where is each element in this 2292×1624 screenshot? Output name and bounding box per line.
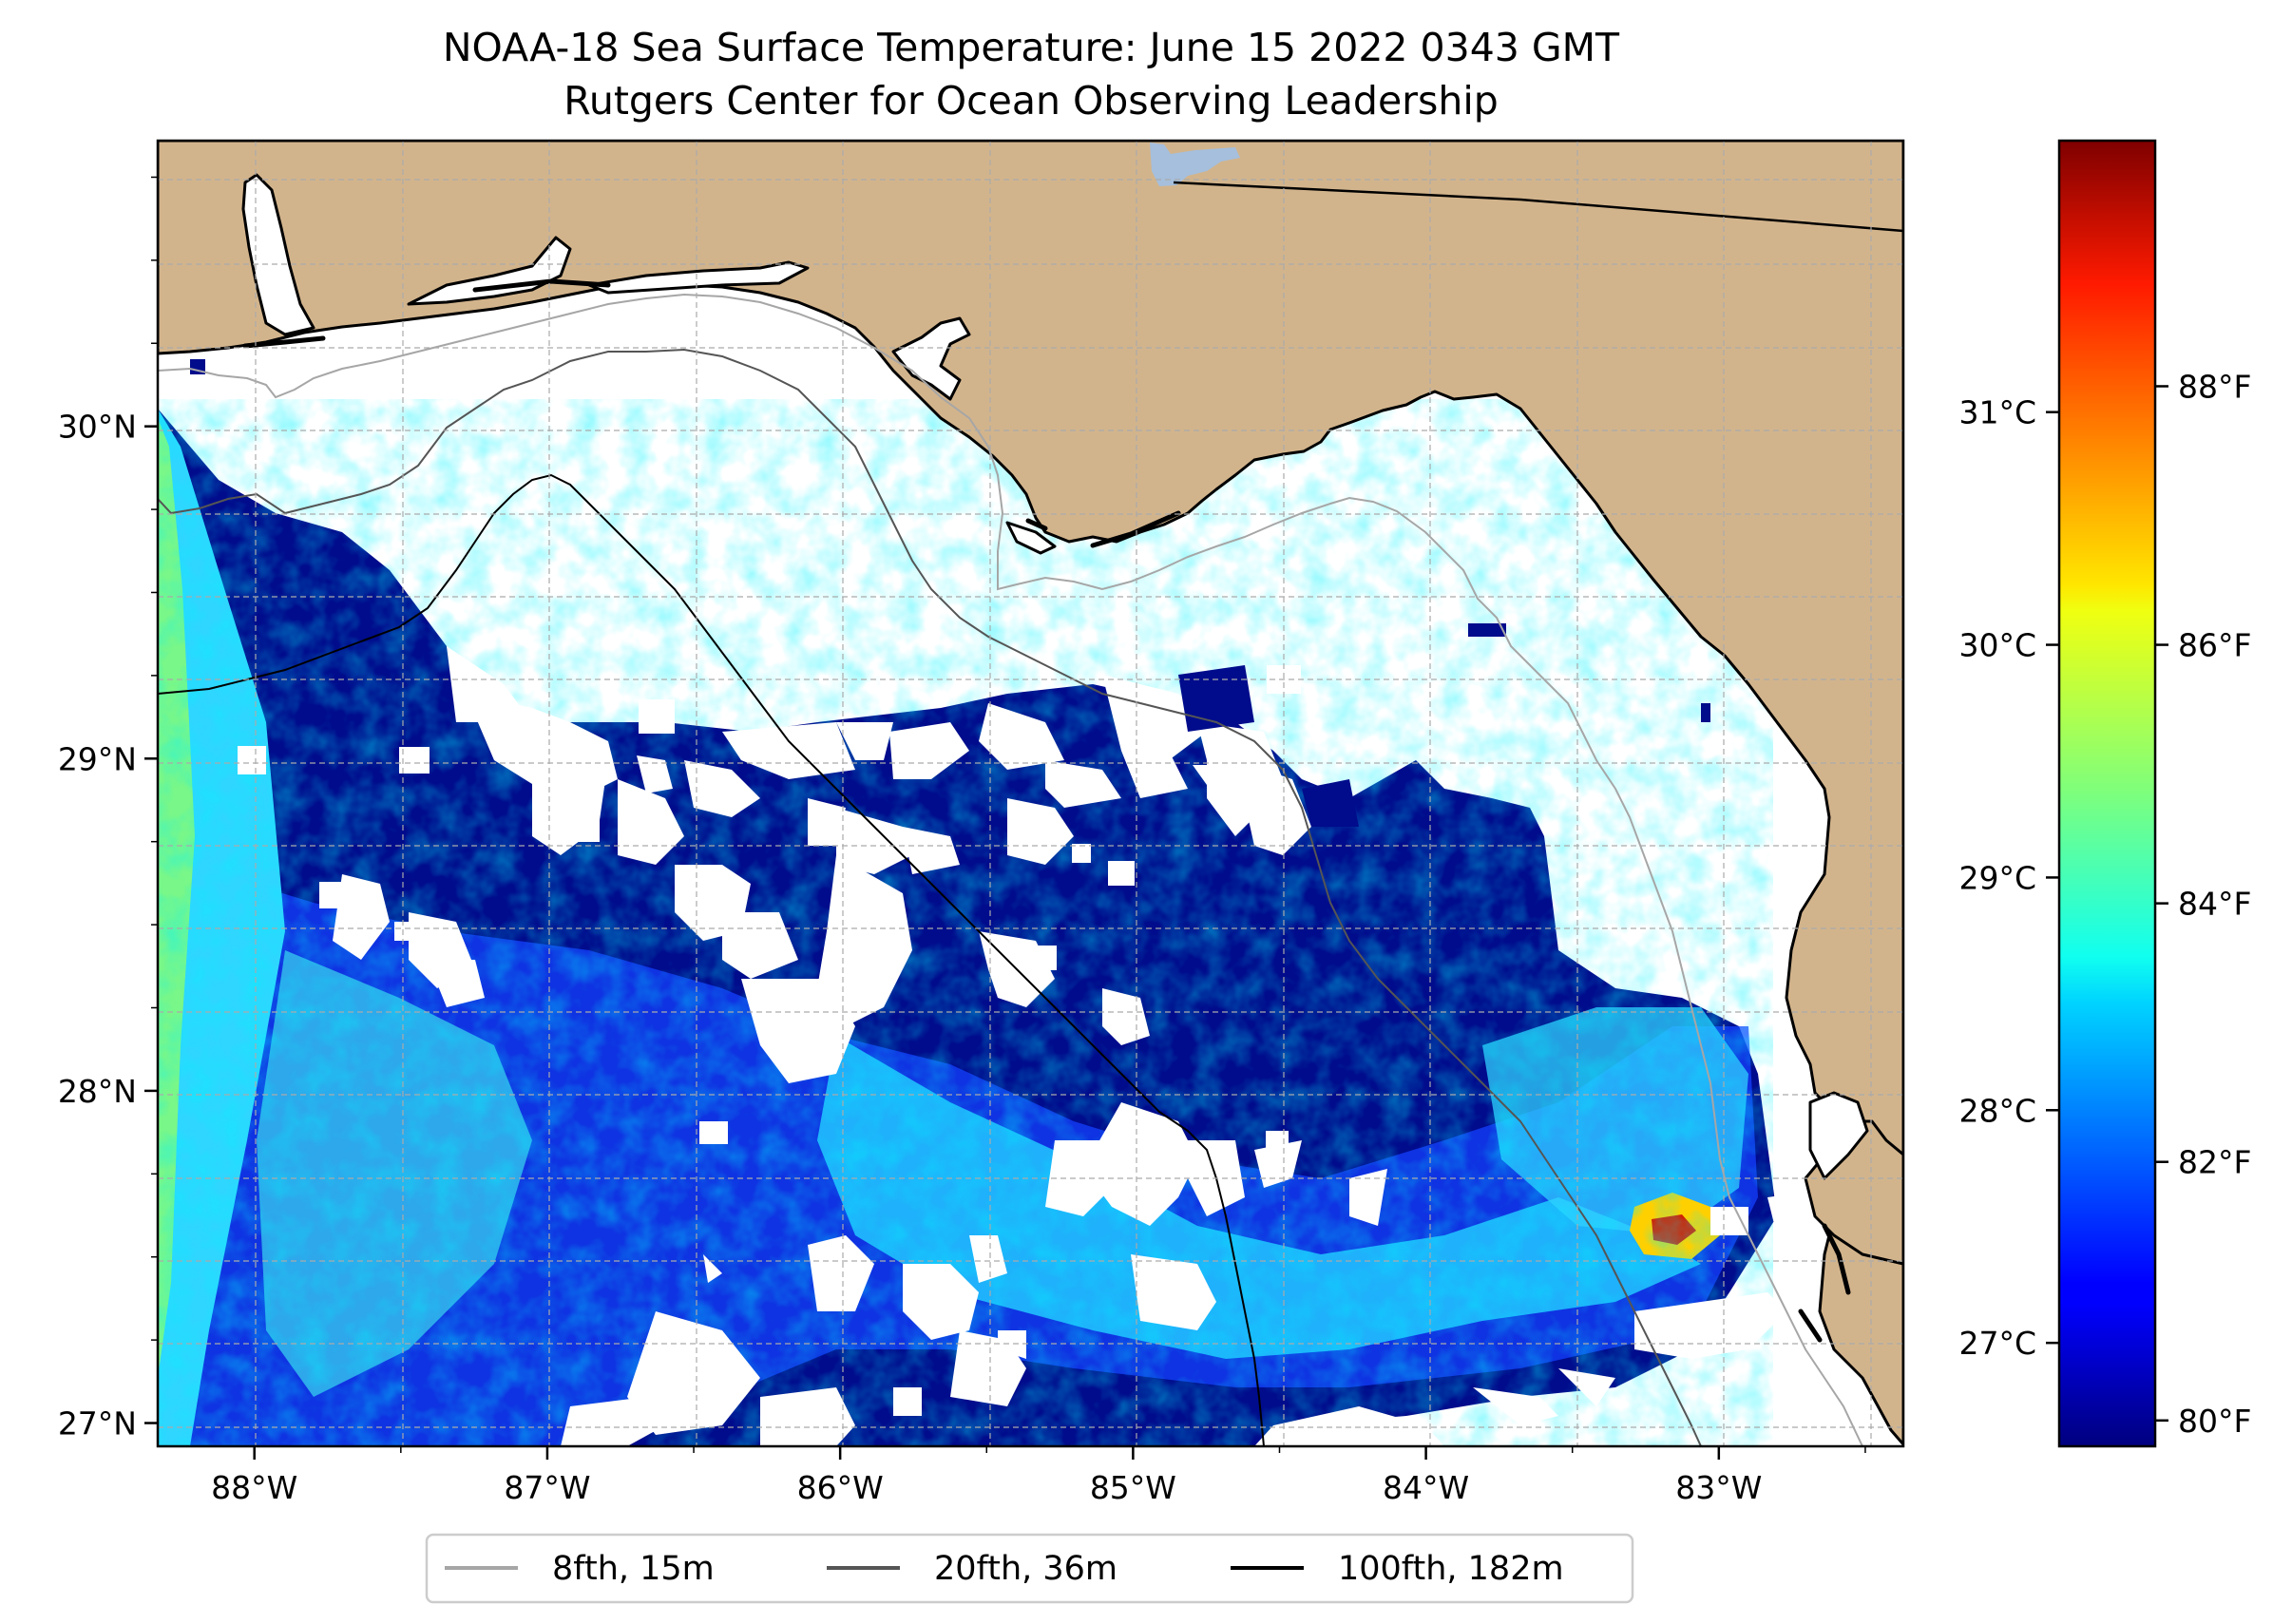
colorbar-celsius-axis: 31°C 30°C 29°C 28°C 27°C [1958, 394, 2059, 1362]
fahrenheit-tick-label: 88°F [2178, 368, 2251, 405]
celsius-tick-label: 29°C [1958, 859, 2036, 896]
celsius-tick-label: 31°C [1958, 394, 2036, 431]
title-line-1: NOAA-18 Sea Surface Temperature: June 15… [443, 25, 1620, 70]
map-area [158, 141, 1903, 1446]
lon-tick-label: 86°W [797, 1469, 884, 1506]
contour-8fth [158, 293, 1863, 1446]
title-line-2: Rutgers Center for Ocean Observing Leade… [563, 78, 1499, 124]
gridlines [158, 141, 1903, 1446]
state-border [1173, 181, 1903, 233]
legend-box [425, 1533, 1634, 1604]
mobile-bay [241, 173, 315, 336]
colorbar-gradient [2057, 139, 2157, 1448]
colorbar-fahrenheit-axis: 88°F 86°F 84°F 82°F 80°F [2155, 368, 2251, 1440]
lat-tick-label: 29°N [58, 740, 137, 777]
apalachee-bay-islands [1005, 521, 1057, 555]
fahrenheit-tick-label: 80°F [2178, 1403, 2251, 1440]
legend-label-100fth: 100fth, 182m [1338, 1550, 1564, 1588]
fahrenheit-tick-label: 86°F [2178, 627, 2251, 664]
contour-20fth [158, 348, 1702, 1446]
lon-tick-label: 83°W [1675, 1469, 1762, 1506]
choctawhatchee-bay [587, 260, 810, 295]
lon-tick-label: 85°W [1090, 1469, 1176, 1506]
lon-tick-label: 88°W [211, 1469, 297, 1506]
celsius-tick-label: 27°C [1958, 1325, 2036, 1362]
barrier-islands [242, 278, 1851, 1343]
legend-label-20fth: 20fth, 36m [934, 1550, 1117, 1588]
latitude-axis: 30°N 29°N 28°N 27°N [58, 176, 158, 1442]
pensacola-bay [407, 236, 572, 306]
no-data-patches [238, 646, 1834, 1446]
fahrenheit-tick-label: 84°F [2178, 886, 2251, 923]
bays [241, 173, 1869, 1180]
celsius-tick-label: 30°C [1958, 627, 2036, 664]
lake-seminole [1150, 143, 1240, 186]
map-frame [156, 139, 1905, 1448]
contour-100fth [158, 473, 1265, 1446]
sst-field [158, 359, 1834, 1446]
lon-tick-label: 87°W [504, 1469, 590, 1506]
legend: 8fth, 15m 20fth, 36m 100fth, 182m [425, 1533, 1634, 1604]
legend-label-8fth: 8fth, 15m [552, 1550, 715, 1588]
tampa-bay [1808, 1091, 1869, 1180]
fahrenheit-tick-label: 82°F [2178, 1144, 2251, 1181]
lat-tick-label: 28°N [58, 1073, 137, 1110]
longitude-axis: 88°W 87°W 86°W 85°W 84°W 83°W [211, 1446, 1866, 1506]
st-andrew-bay [891, 316, 971, 401]
celsius-tick-label: 28°C [1958, 1092, 2036, 1129]
lat-tick-label: 30°N [58, 409, 137, 446]
lon-tick-label: 84°W [1383, 1469, 1469, 1506]
lat-tick-label: 27°N [58, 1405, 137, 1442]
